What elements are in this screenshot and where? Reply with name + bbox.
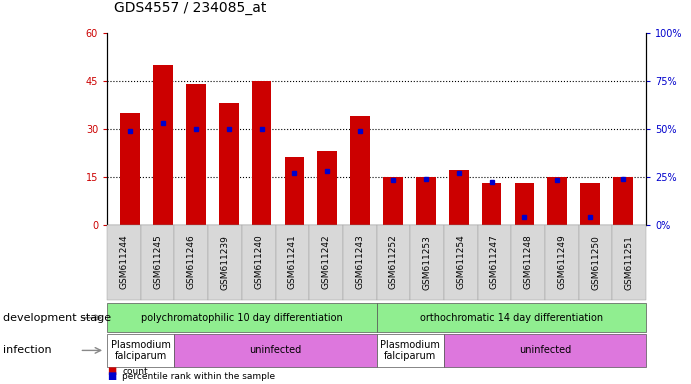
- Bar: [580, 183, 600, 225]
- Text: count: count: [122, 367, 148, 376]
- Text: Plasmodium
falciparum: Plasmodium falciparum: [111, 339, 171, 361]
- Bar: [317, 151, 337, 225]
- Text: Plasmodium
falciparum: Plasmodium falciparum: [380, 339, 440, 361]
- Bar: [547, 177, 567, 225]
- Text: polychromatophilic 10 day differentiation: polychromatophilic 10 day differentiatio…: [141, 313, 343, 323]
- Text: ■: ■: [107, 366, 116, 376]
- Text: infection: infection: [3, 345, 52, 356]
- Text: GSM611240: GSM611240: [254, 235, 263, 290]
- Bar: [613, 177, 633, 225]
- Bar: [120, 113, 140, 225]
- Bar: [384, 177, 403, 225]
- Text: development stage: development stage: [3, 313, 111, 323]
- Text: uninfected: uninfected: [519, 345, 571, 356]
- Bar: [482, 183, 502, 225]
- Text: GSM611250: GSM611250: [591, 235, 600, 290]
- Bar: [252, 81, 272, 225]
- Text: ■: ■: [107, 371, 116, 381]
- Bar: [350, 116, 370, 225]
- Bar: [416, 177, 436, 225]
- Text: GSM611254: GSM611254: [456, 235, 465, 290]
- Text: percentile rank within the sample: percentile rank within the sample: [122, 372, 276, 381]
- Text: GSM611241: GSM611241: [288, 235, 297, 290]
- Text: GSM611247: GSM611247: [490, 235, 499, 290]
- Text: GSM611249: GSM611249: [558, 235, 567, 290]
- Bar: [449, 170, 468, 225]
- Text: GDS4557 / 234085_at: GDS4557 / 234085_at: [114, 2, 267, 15]
- Text: GSM611248: GSM611248: [524, 235, 533, 290]
- Text: GSM611252: GSM611252: [389, 235, 398, 290]
- Text: GSM611253: GSM611253: [423, 235, 432, 290]
- Bar: [219, 103, 238, 225]
- Text: GSM611246: GSM611246: [187, 235, 196, 290]
- Text: GSM611251: GSM611251: [625, 235, 634, 290]
- Text: orthochromatic 14 day differentiation: orthochromatic 14 day differentiation: [419, 313, 603, 323]
- Bar: [153, 65, 173, 225]
- Text: GSM611244: GSM611244: [120, 235, 129, 290]
- Bar: [515, 183, 534, 225]
- Bar: [285, 157, 304, 225]
- Text: GSM611239: GSM611239: [220, 235, 229, 290]
- Text: GSM611245: GSM611245: [153, 235, 162, 290]
- Text: uninfected: uninfected: [249, 345, 302, 356]
- Bar: [186, 84, 206, 225]
- Text: GSM611242: GSM611242: [321, 235, 330, 290]
- Text: GSM611243: GSM611243: [355, 235, 364, 290]
